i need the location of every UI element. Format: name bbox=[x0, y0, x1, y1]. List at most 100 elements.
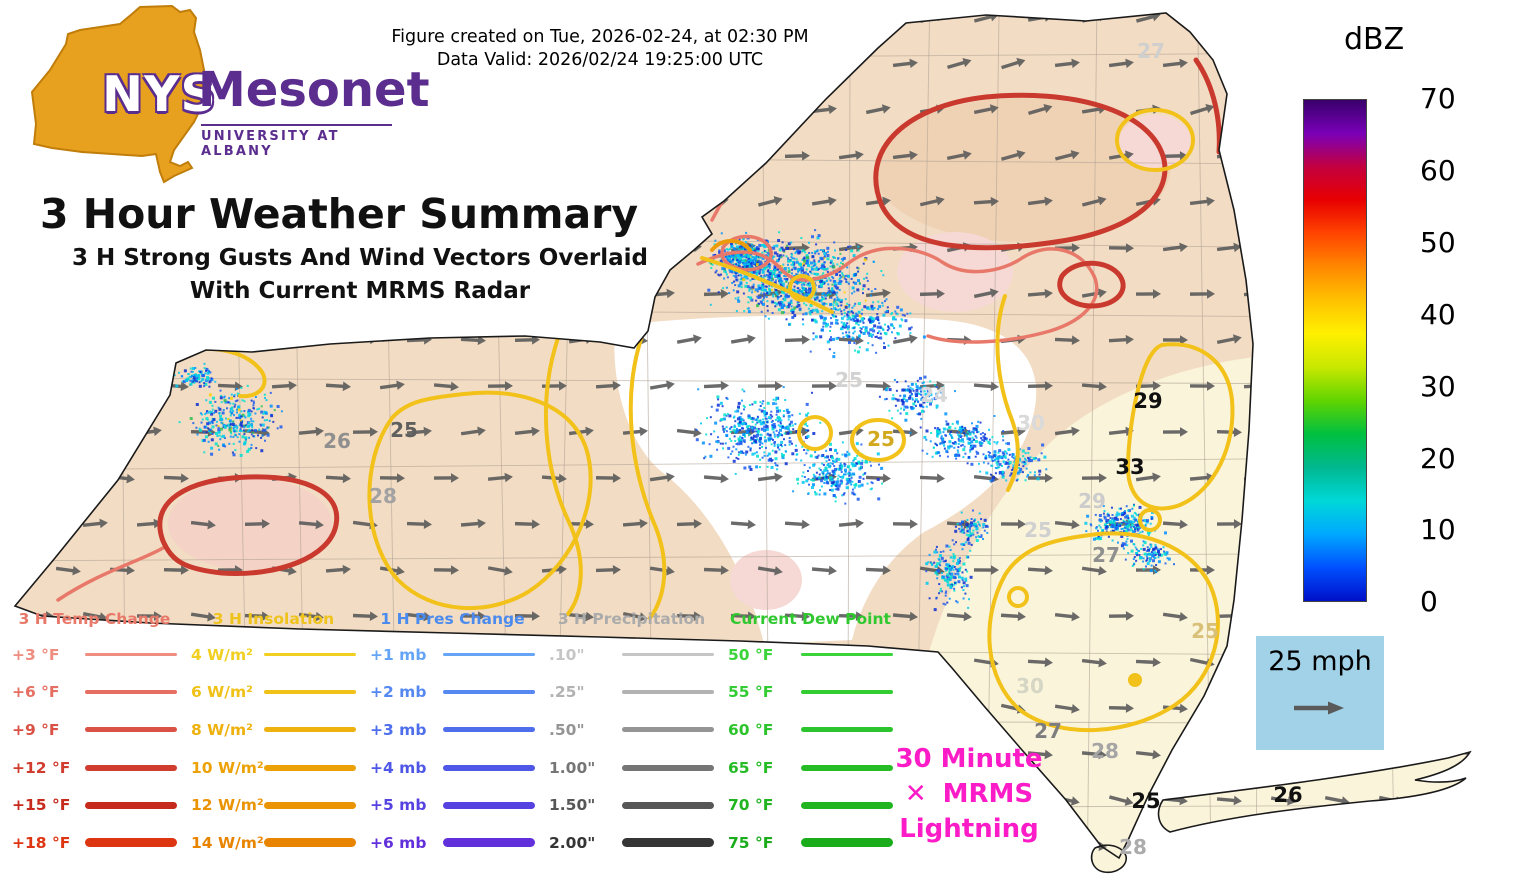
legend-entry: +3 mb bbox=[370, 711, 535, 749]
dbz-colorbar bbox=[1303, 99, 1367, 602]
legend-column-title: 3 H Insolation bbox=[212, 610, 335, 628]
legend-entry-line-swatch bbox=[443, 690, 535, 695]
legend-entry-label: 10 W/m² bbox=[191, 758, 264, 777]
nys-mesonet-logo: NYS Mesonet UNIVERSITY AT ALBANY bbox=[22, 4, 430, 189]
legend-entry-label: .10" bbox=[549, 645, 585, 664]
contour-legend: 3 H Temp Change +3 °F +6 °F +9 °F +12 °F +15 … bbox=[12, 610, 893, 862]
legend-entry: 1.00" bbox=[549, 749, 714, 787]
legend-entry-line-swatch bbox=[801, 690, 893, 695]
legend-column: 3 H Insolation 4 W/m² 6 W/m² 8 W/m² 10 W/m² 1… bbox=[191, 610, 356, 862]
legend-entry-line-swatch bbox=[443, 727, 535, 733]
legend-entry: +4 mb bbox=[370, 749, 535, 787]
legend-entry: .50" bbox=[549, 711, 714, 749]
subtitle-line-2: With Current MRMS Radar bbox=[189, 278, 531, 304]
legend-entry-label: 70 °F bbox=[728, 796, 774, 815]
contour-lines bbox=[56, 56, 1235, 733]
gust-value: 25 bbox=[1131, 789, 1160, 813]
legend-entry: 70 °F bbox=[728, 786, 893, 824]
legend-entry: .25" bbox=[549, 674, 714, 712]
legend-entry-label: .25" bbox=[549, 683, 585, 702]
legend-entry: 1.50" bbox=[549, 786, 714, 824]
legend-column-title: 3 H Temp Change bbox=[18, 610, 171, 628]
legend-entry-line-swatch bbox=[622, 838, 714, 848]
legend-entry-line-swatch bbox=[443, 653, 535, 657]
legend-entry: +12 °F bbox=[12, 749, 177, 787]
gust-value: 24 bbox=[920, 383, 948, 407]
legend-entry-line-swatch bbox=[622, 727, 714, 733]
legend-entry-label: 8 W/m² bbox=[191, 720, 253, 739]
legend-entry: 50 °F bbox=[728, 636, 893, 674]
legend-entry: 8 W/m² bbox=[191, 711, 356, 749]
legend-entry-label: 50 °F bbox=[728, 645, 774, 664]
gust-value: 29 bbox=[1133, 389, 1162, 413]
legend-entry: +5 mb bbox=[370, 786, 535, 824]
legend-entry-label: 75 °F bbox=[728, 833, 774, 852]
wind-speed-legend: 25 mph bbox=[1256, 636, 1384, 750]
pink-shading-central-south bbox=[730, 550, 802, 610]
logo-university-text: UNIVERSITY AT ALBANY bbox=[201, 124, 392, 159]
gust-value: 30 bbox=[1017, 411, 1045, 435]
legend-entry-line-swatch bbox=[622, 801, 714, 809]
subtitle-line-1: 3 H Strong Gusts And Wind Vectors Overla… bbox=[71, 245, 649, 271]
gust-value: 29 bbox=[1078, 489, 1106, 513]
legend-entry-label: 65 °F bbox=[728, 758, 774, 777]
lightning-legend-line1: 30 Minute bbox=[895, 744, 1043, 774]
legend-entry-label: 60 °F bbox=[728, 720, 774, 739]
legend-entry: +3 °F bbox=[12, 636, 177, 674]
legend-entry-line-swatch bbox=[801, 801, 893, 809]
gust-value: 33 bbox=[1115, 455, 1144, 479]
legend-entry: +18 °F bbox=[12, 824, 177, 862]
ny-state-silhouette bbox=[30, 4, 206, 184]
gust-value: 25 bbox=[1024, 518, 1052, 542]
legend-entry: +9 °F bbox=[12, 711, 177, 749]
legend-entry-label: +18 °F bbox=[12, 833, 71, 852]
gust-value: 25 bbox=[867, 427, 895, 451]
legend-entry-line-swatch bbox=[85, 838, 177, 848]
legend-entry: 12 W/m² bbox=[191, 786, 356, 824]
legend-entry-line-swatch bbox=[264, 727, 356, 733]
legend-column: 1 H Pres Change +1 mb +2 mb +3 mb +4 mb +5 mb… bbox=[370, 610, 535, 862]
legend-entry-label: +5 mb bbox=[370, 796, 427, 815]
legend-column: Current Dew Point 50 °F 55 °F 60 °F 65 °F 70 … bbox=[728, 610, 893, 862]
legend-entry: 2.00" bbox=[549, 824, 714, 862]
legend-entry: 4 W/m² bbox=[191, 636, 356, 674]
legend-entry-label: .50" bbox=[549, 720, 585, 739]
legend-entry-label: +12 °F bbox=[12, 758, 71, 777]
logo-mesonet-text: Mesonet bbox=[198, 62, 430, 118]
legend-entry-label: 55 °F bbox=[728, 683, 774, 702]
gust-value: 27 bbox=[1092, 543, 1120, 567]
legend-entry-label: +15 °F bbox=[12, 796, 71, 815]
legend-entry-line-swatch bbox=[85, 727, 177, 733]
legend-entry-line-swatch bbox=[801, 764, 893, 771]
legend-entry-line-swatch bbox=[264, 838, 356, 848]
legend-entry: +2 mb bbox=[370, 674, 535, 712]
legend-entry-line-swatch bbox=[85, 653, 177, 657]
legend-entry-line-swatch bbox=[801, 838, 893, 848]
legend-entry-label: 6 W/m² bbox=[191, 683, 253, 702]
legend-entry-label: 2.00" bbox=[549, 833, 596, 852]
legend-entry: +6 mb bbox=[370, 824, 535, 862]
legend-column: 3 H Temp Change +3 °F +6 °F +9 °F +12 °F +15 … bbox=[12, 610, 177, 862]
wind-speed-label: 25 mph bbox=[1268, 646, 1372, 677]
legend-entry: +6 °F bbox=[12, 674, 177, 712]
legend-entry-line-swatch bbox=[622, 764, 714, 771]
gust-value: 26 bbox=[1273, 783, 1302, 807]
legend-entry: 10 W/m² bbox=[191, 749, 356, 787]
legend-entry: +1 mb bbox=[370, 636, 535, 674]
gust-value: 25 bbox=[1191, 619, 1219, 643]
legend-entry: 14 W/m² bbox=[191, 824, 356, 862]
data-valid-line: Data Valid: 2026/02/24 19:25:00 UTC bbox=[436, 49, 764, 70]
legend-entry-line-swatch bbox=[85, 764, 177, 771]
legend-entry-line-swatch bbox=[622, 690, 714, 695]
legend-entry-label: 1.00" bbox=[549, 758, 596, 777]
gust-value: 26 bbox=[323, 429, 351, 453]
legend-entry-line-swatch bbox=[264, 690, 356, 695]
lightning-legend: 30 Minute ✕ MRMS Lightning bbox=[864, 742, 1074, 847]
ny-state-logo-shape bbox=[30, 4, 206, 184]
insolation-contours bbox=[180, 108, 1235, 733]
legend-entry-line-swatch bbox=[85, 690, 177, 695]
gust-value: 27 bbox=[1034, 719, 1062, 743]
legend-entry-line-swatch bbox=[264, 764, 356, 771]
long-island-outline bbox=[1157, 750, 1472, 833]
